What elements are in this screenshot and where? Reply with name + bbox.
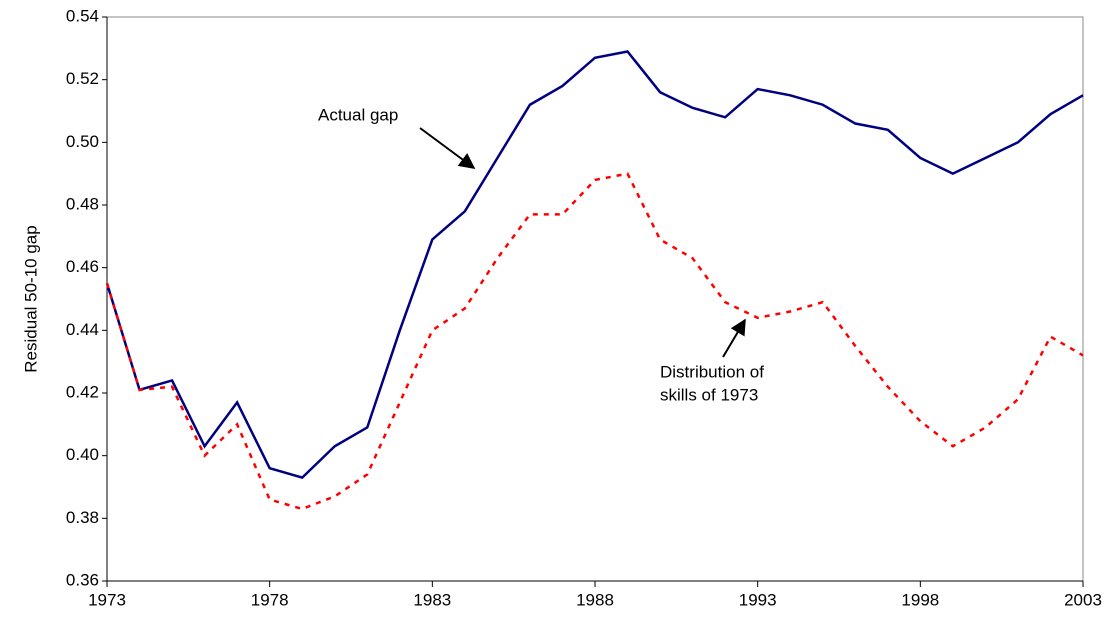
annotation-arrow	[419, 127, 476, 169]
x-tick-label: 1983	[413, 590, 451, 609]
y-tick-label: 0.54	[66, 6, 99, 25]
y-tick-label: 0.38	[66, 508, 99, 527]
plot-area	[106, 16, 1084, 582]
series-line	[105, 50, 1084, 480]
x-tick-label: 1973	[88, 590, 126, 609]
y-tick-label: 0.46	[66, 257, 99, 276]
y-tick-label: 0.42	[66, 382, 99, 401]
y-tick-label: 0.52	[66, 69, 99, 88]
x-tick-label: 1978	[251, 590, 289, 609]
x-tick-label: 1993	[739, 590, 777, 609]
y-axis-label: Residual 50-10 gap	[21, 225, 40, 372]
x-tick-label: 2003	[1064, 590, 1102, 609]
annotation: skills of 1973	[660, 385, 758, 404]
annotation: Distribution of	[660, 362, 764, 381]
x-tick-label: 1988	[576, 590, 614, 609]
series-line	[105, 172, 1084, 511]
y-tick-label: 0.40	[66, 445, 99, 464]
y-tick-label: 0.44	[66, 320, 99, 339]
annotation-arrow	[722, 318, 746, 358]
annotation: Actual gap	[318, 105, 398, 124]
x-tick-label: 1998	[901, 590, 939, 609]
y-tick-label: 0.36	[66, 570, 99, 589]
y-tick-label: 0.50	[66, 132, 99, 151]
y-tick-label: 0.48	[66, 194, 99, 213]
